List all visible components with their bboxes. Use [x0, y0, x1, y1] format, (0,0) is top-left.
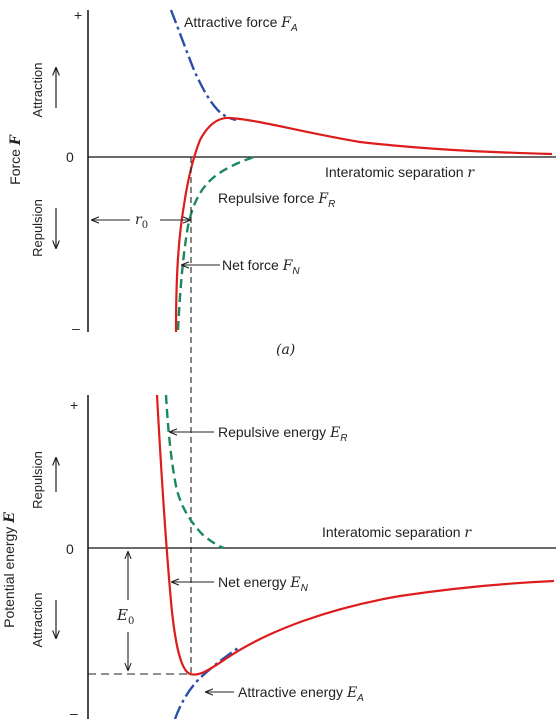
energy-attraction-label: Attraction — [30, 593, 45, 648]
e0-label: E0 — [116, 606, 134, 627]
energy-plus-sign: + — [70, 397, 78, 413]
energy-x-axis-title: Interatomic separation r — [322, 524, 472, 541]
repulsive-energy-curve — [164, 394, 225, 550]
net-energy-curve — [155, 394, 555, 676]
repulsive-force-curve — [176, 155, 255, 331]
net-energy-label: Net energy EN — [218, 574, 309, 594]
energy-axis-title: Potential energy E — [1, 512, 18, 628]
attractive-energy-curve — [173, 647, 239, 719]
force-attraction-label: Attraction — [30, 63, 45, 118]
force-plus-sign: + — [74, 7, 82, 23]
force-x-axis-title: Interatomic separation r — [325, 164, 475, 181]
energy-zero-label: 0 — [66, 541, 74, 557]
attractive-energy-label: Attractive energy EA — [238, 684, 364, 704]
panel-a-caption: (a) — [276, 342, 295, 358]
force-repulsion-label: Repulsion — [30, 199, 45, 257]
net-force-curve — [174, 116, 553, 333]
energy-minus-sign: – — [70, 705, 78, 719]
repulsive-force-label: Repulsive force FR — [218, 190, 335, 210]
attractive-force-label: Attractive force FA — [184, 14, 298, 34]
energy-repulsion-label: Repulsion — [30, 451, 45, 509]
r0-label: r0 — [135, 212, 148, 231]
repulsive-energy-label: Repulsive energy ER — [218, 424, 348, 444]
panel-a: + 0 – Force F Attraction Repulsion Attra… — [7, 7, 556, 358]
panel-b: + 0 – Potential energy E Repulsion Attra… — [1, 394, 556, 719]
force-axis-title: Force F — [7, 134, 24, 185]
net-force-label: Net force FN — [222, 257, 300, 277]
force-zero-label: 0 — [66, 149, 74, 165]
force-minus-sign: – — [72, 320, 80, 336]
